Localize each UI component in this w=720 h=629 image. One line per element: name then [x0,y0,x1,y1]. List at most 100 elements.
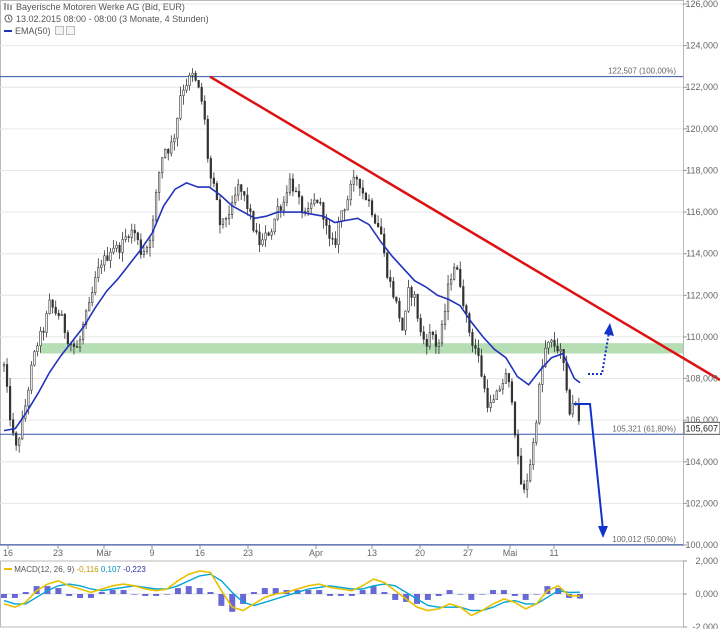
candle-body [565,362,568,391]
candle [440,320,444,347]
candle-body [413,294,416,298]
resistance-trendline [209,75,720,382]
candle [489,394,492,412]
candle [154,189,158,225]
candle-body [377,222,380,228]
candle-body [115,244,118,249]
x-tick-label: 20 [415,548,425,558]
candle [431,330,434,340]
up-arrow-path [588,331,610,375]
candle [428,324,431,350]
y-tick-label: 126,000 [685,0,718,9]
candle-body [526,480,529,490]
candle-body [471,332,474,346]
candle-body [322,202,325,220]
candle-body [218,199,222,226]
candle-body [18,438,21,446]
candle [319,197,322,206]
y-tick-label: 124,000 [685,41,718,51]
candle [367,194,371,207]
candle-body [513,401,517,436]
candle [401,317,404,331]
candle [507,373,511,388]
candle [377,215,380,228]
candle-body [139,239,142,255]
candle [285,185,288,207]
macd-legend: MACD(12, 26, 9) -0,116 0,107 -0,223 [4,565,146,574]
macd-histogram-bar [577,594,583,599]
candle [571,394,574,418]
macd-histogram-bar [305,590,312,594]
candle-body [380,226,383,235]
ema-close-button[interactable] [66,26,76,35]
candle [188,72,191,91]
candle [510,378,514,406]
candle-body [346,199,349,211]
candle [386,251,389,280]
fib-level-label: 105,321 (61,80%) [612,424,676,433]
candle-body [42,330,45,333]
candle-body [191,72,194,76]
candle [218,196,222,234]
candle-body [66,332,69,345]
y-tick-label: 118,000 [686,165,718,175]
candle [158,171,161,201]
candle [206,115,209,163]
macd-histogram-bar [511,594,518,596]
macd-histogram-bar [131,594,138,595]
ema-settings-button[interactable] [55,26,65,35]
candle [310,198,313,214]
candle-body [127,236,130,238]
candle [139,233,142,259]
ema-swatch [4,30,12,32]
candle-body [91,292,94,303]
candle-body [294,190,298,193]
candle-body [170,141,173,154]
candle [97,258,100,283]
candle [523,479,526,494]
candle-body [367,199,371,202]
candle-body [398,300,401,319]
candle [130,223,133,244]
candle-body [422,331,425,340]
candle-body [72,343,76,347]
candle-body [288,178,292,194]
candle-body [307,208,310,212]
x-tick-label: Mai [503,548,518,558]
candle-body [176,118,179,139]
candle-body [94,277,97,293]
candle-body [12,419,15,434]
candle [504,368,507,384]
candle [331,232,334,245]
candle-body [361,187,365,194]
candle [419,313,422,337]
candle-body [158,172,161,193]
macd-histogram-bar [348,594,355,596]
candle-body [258,231,261,246]
candle [100,259,103,275]
candle-body [212,177,215,184]
candle [121,232,124,262]
candle-body [285,192,288,203]
candle-body [173,137,176,143]
candle-body [331,238,334,240]
candle [462,279,465,309]
candle-body [386,252,389,278]
candle [556,338,559,354]
candle-body [261,239,264,246]
candle-body [395,296,398,302]
chart-type-icon[interactable] [4,2,13,11]
candle-body [51,299,54,308]
candle [78,335,82,353]
fib-level-label: 122,507 (100,00%) [608,67,676,76]
candle [88,296,91,312]
candle [161,157,164,179]
candle [313,193,316,207]
macd-value-3: -0,223 [123,565,146,574]
candle-body [200,86,203,102]
candle [72,338,76,355]
macd-histogram-bar [533,594,540,595]
candle [422,325,425,345]
macd-histogram-bar [337,594,344,596]
candle [459,261,462,289]
